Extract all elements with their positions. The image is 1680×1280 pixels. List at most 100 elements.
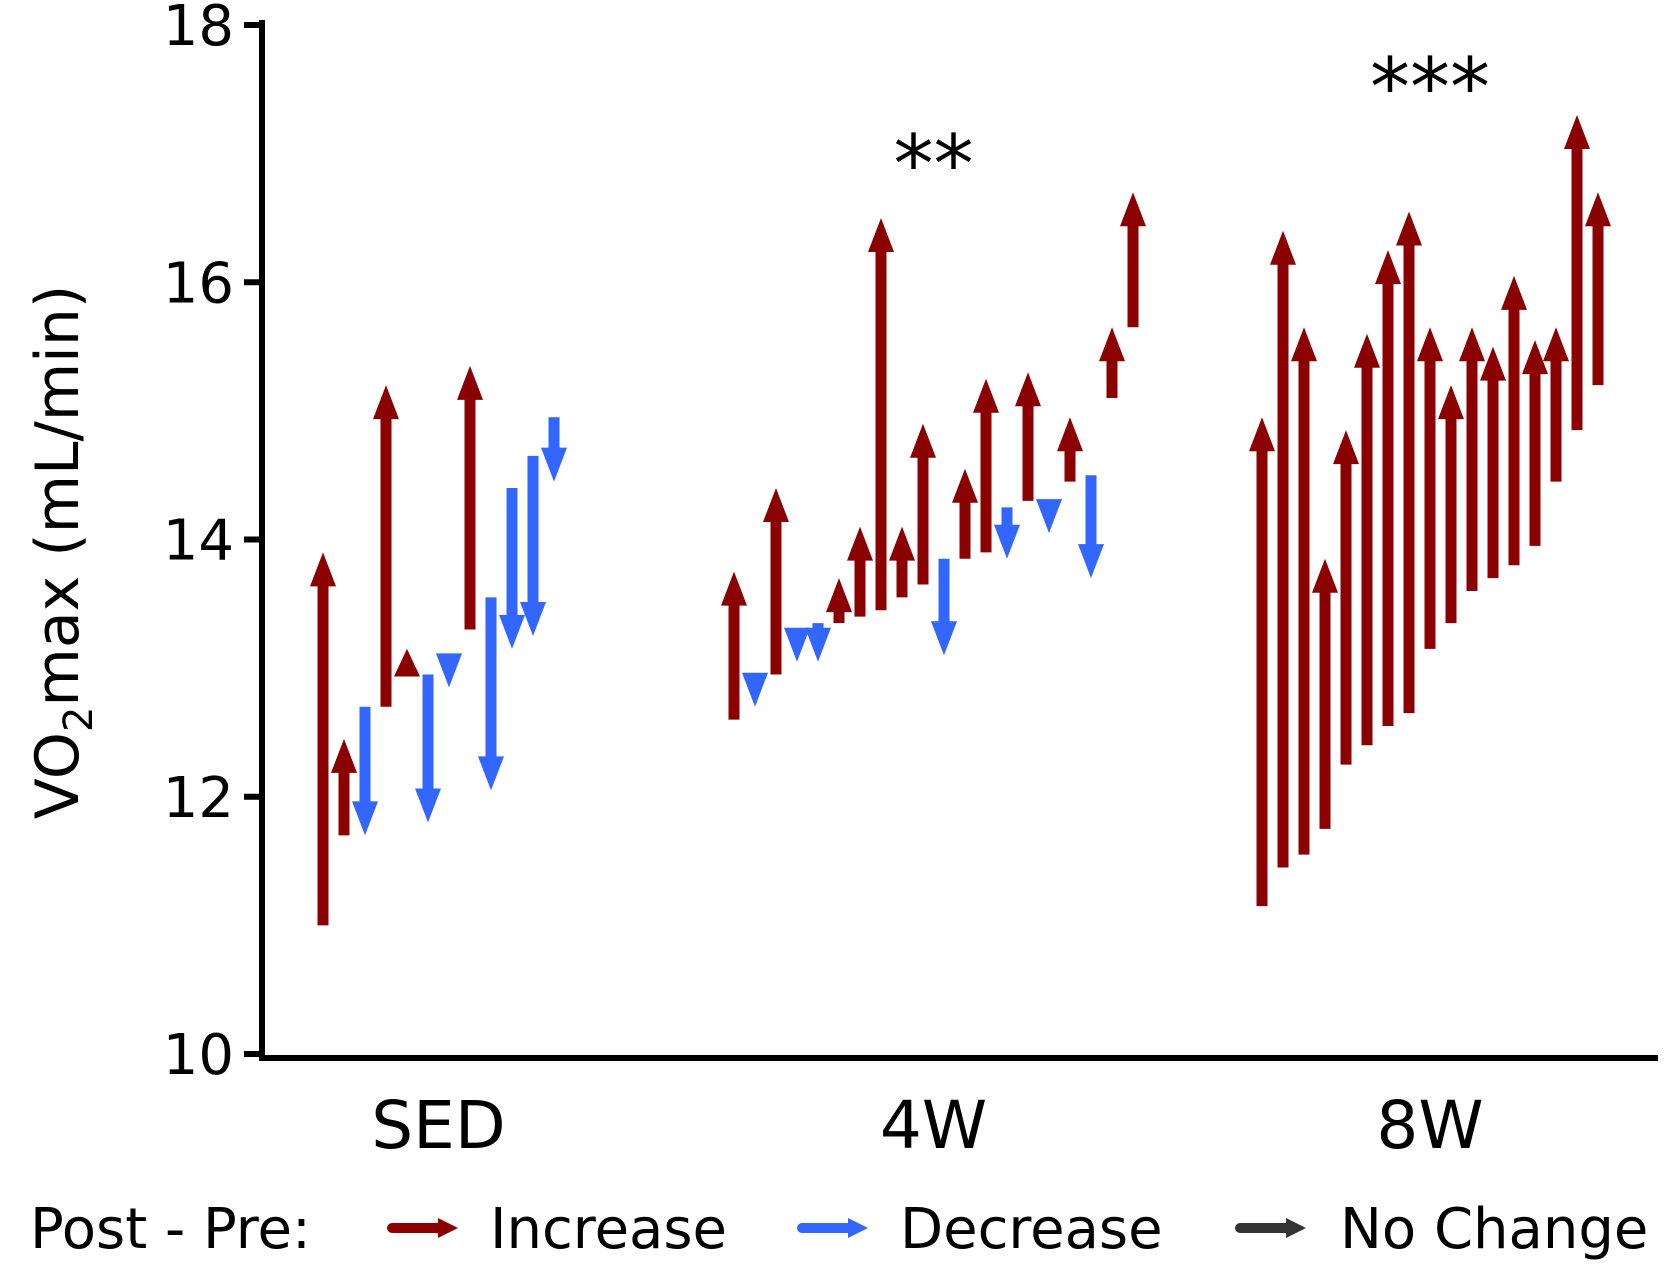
arrow-4w-2 [742,672,768,707]
legend-label: Increase [490,1197,727,1262]
arrow-8w-1 [1249,417,1275,907]
arrow-sed-3 [352,706,378,836]
arrow-head [1522,340,1548,375]
arrow-4w-10 [910,423,936,585]
arrow-head [1459,327,1485,362]
arrow-head [1270,230,1296,265]
y-axis-title-main: VO [23,732,93,819]
arrow-8w-12 [1480,346,1506,579]
y-axis-ticks: 10 12 14 16 18 [163,0,262,1088]
y-tick-label: 14 [163,509,234,574]
arrow-head [1120,192,1146,227]
arrow-sed-11 [520,455,546,636]
arrow-4w-16 [1036,499,1062,534]
arrow-head [973,378,999,413]
x-axis-category-labels: SED 4W 8W [371,1087,1483,1164]
arrow-head [1291,327,1317,362]
arrow-head [1078,544,1104,579]
arrow-head [1333,430,1359,465]
arrow-8w-2 [1270,230,1296,868]
legend-items: Increase Decrease No Change [387,1197,1648,1262]
arrow-8w-7 [1375,250,1401,727]
arrow-4w-7 [847,526,873,617]
arrow-head [457,365,483,400]
arrow-8w-16 [1564,115,1590,431]
category-label-sed: SED [371,1087,505,1164]
arrow-head [721,571,747,606]
legend-swatch-head [438,1218,458,1238]
arrow-head [1057,417,1083,452]
arrow-head [868,217,894,252]
arrow-head [805,627,831,662]
arrow-8w-15 [1543,327,1569,482]
arrow-8w-6 [1354,333,1380,746]
legend-item-decrease: Decrease [797,1197,1163,1262]
arrow-sed-7 [436,653,462,688]
arrow-head [1438,385,1464,420]
arrow-4w-11 [931,558,957,656]
arrow-head [784,627,810,662]
arrow-head [763,488,789,523]
arrow-4w-14 [994,507,1020,559]
arrow-head [1015,372,1041,407]
arrow-4w-5 [805,623,831,662]
arrow-4w-4 [784,627,810,662]
legend-item-no-change: No Change [1235,1197,1648,1262]
y-tick-label: 10 [163,1023,234,1088]
arrow-sed-1 [310,552,336,926]
arrow-8w-10 [1438,385,1464,624]
arrow-sed-10 [499,488,525,649]
arrow-4w-13 [973,378,999,553]
legend-title: Post - Pre: [30,1197,311,1262]
arrow-4w-20 [1120,192,1146,328]
legend-label: Decrease [900,1197,1163,1262]
legend-swatch-head [848,1218,868,1238]
arrow-4w-12 [952,468,978,559]
y-tick-label: 16 [163,251,234,316]
arrow-8w-4 [1312,558,1338,829]
arrow-head [1480,346,1506,381]
arrow-head [952,468,978,503]
arrow-head [931,621,957,656]
category-label-8w: 8W [1376,1087,1483,1164]
arrow-4w-17 [1057,417,1083,482]
arrow-head [1099,327,1125,362]
significance-8w: *** [1370,41,1490,134]
arrow-head [499,614,525,649]
legend: Post - Pre: Increase Decrease No Change [30,1197,1648,1262]
arrow-head [352,801,378,836]
arrow-4w-1 [721,571,747,720]
arrow-head [1249,417,1275,452]
arrow-4w-6 [826,578,852,624]
arrow-4w-3 [763,488,789,675]
arrow-4w-15 [1015,372,1041,501]
arrow-head [1396,211,1422,246]
arrow-8w-9 [1417,327,1443,649]
arrow-head [742,672,768,707]
arrow-head [847,526,873,561]
arrow-head [994,524,1020,559]
arrow-head [1501,275,1527,310]
legend-label: No Change [1340,1197,1648,1262]
arrow-head [310,552,336,587]
y-tick-label: 18 [163,0,234,59]
y-tick-label: 12 [163,766,234,831]
arrow-8w-17 [1585,192,1611,386]
arrow-head [1564,115,1590,150]
arrow-8w-13 [1501,275,1527,566]
arrow-sed-5 [394,648,420,677]
legend-item-increase: Increase [387,1197,727,1262]
y-axis-title-rest: max (mL/min) [23,285,93,707]
arrow-sed-6 [415,674,441,823]
y-axis-title: VO2max (mL/min) [23,285,102,820]
significance-4w: ** [894,118,974,211]
arrow-head [1036,499,1062,534]
legend-swatch-head [1286,1218,1306,1238]
arrows [310,115,1611,926]
arrow-head [1417,327,1443,362]
arrow-8w-5 [1333,430,1359,765]
arrow-head [331,738,357,773]
arrow-head [826,578,852,613]
significance-markers: ***** [894,41,1491,211]
